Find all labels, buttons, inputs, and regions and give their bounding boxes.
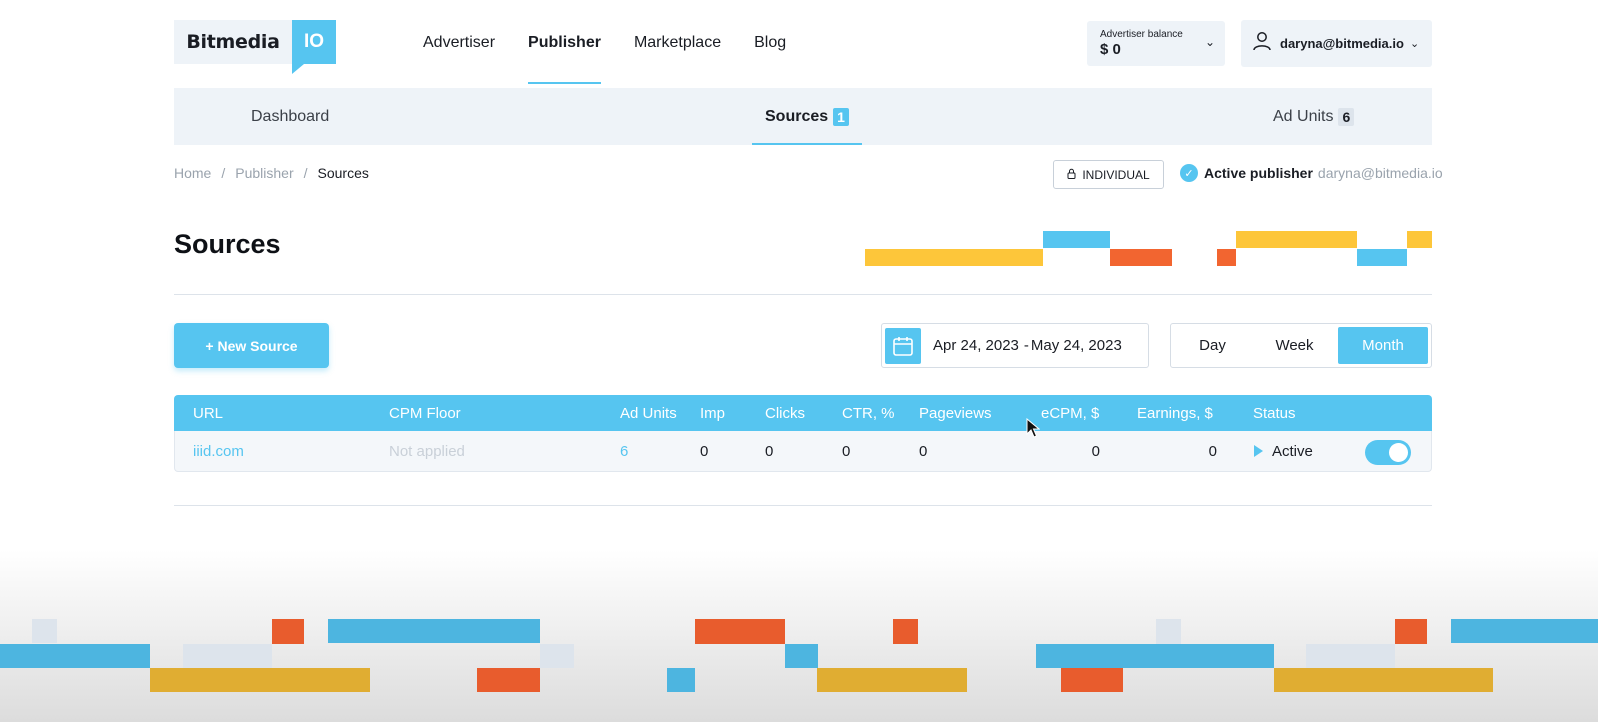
breadcrumb: Home / Publisher / Sources — [174, 165, 369, 181]
toggle-knob — [1389, 443, 1408, 462]
column-header-cpm-floor[interactable]: CPM Floor — [389, 404, 461, 422]
status-cell: Active — [1254, 431, 1313, 471]
mouse-cursor-icon — [1026, 417, 1041, 443]
ad-units-link[interactable]: 6 — [620, 442, 629, 460]
ecpm-value: 0 — [1091, 442, 1100, 460]
tab-dashboard[interactable]: Dashboard — [251, 88, 329, 145]
pageviews-value: 0 — [919, 442, 928, 460]
lock-icon — [1067, 168, 1076, 182]
footer-decoration — [0, 550, 1598, 722]
user-menu[interactable]: daryna@bitmedia.io ⌄ — [1241, 20, 1432, 67]
calendar-icon — [885, 327, 921, 364]
divider — [174, 505, 1432, 506]
earnings-value: 0 — [1208, 442, 1217, 460]
date-range-end: May 24, 2023 — [1030, 337, 1122, 354]
account-type-button[interactable]: INDIVIDUAL — [1053, 160, 1164, 189]
user-email: daryna@bitmedia.io — [1280, 36, 1404, 51]
column-header-ctr[interactable]: CTR, % — [842, 404, 895, 422]
table-header: URL CPM Floor Ad Units Imp Clicks CTR, %… — [174, 395, 1432, 431]
source-url-link[interactable]: iiid.com — [193, 442, 244, 460]
column-header-ecpm[interactable]: eCPM, $ — [1041, 404, 1100, 422]
play-icon — [1254, 445, 1263, 457]
tab-ad-units[interactable]: Ad Units 6 — [1273, 88, 1355, 145]
divider — [174, 294, 1432, 295]
ad-units-count-badge: 6 — [1338, 107, 1355, 126]
column-header-imp[interactable]: Imp — [700, 404, 726, 422]
top-navigation-bar: Bitmedia IO Advertiser Publisher Marketp… — [0, 0, 1598, 88]
check-circle-icon: ✓ — [1180, 164, 1198, 182]
clicks-value: 0 — [765, 442, 774, 460]
period-day-button[interactable]: Day — [1199, 337, 1226, 354]
tab-sources-label: Sources — [765, 107, 829, 125]
column-header-status[interactable]: Status — [1253, 404, 1296, 422]
tab-dashboard-label: Dashboard — [251, 107, 330, 125]
nav-publisher[interactable]: Publisher — [528, 0, 601, 86]
chevron-down-icon: ⌄ — [1409, 38, 1420, 50]
status-value: Active — [1272, 442, 1313, 460]
tab-sources[interactable]: Sources 1 — [752, 88, 862, 145]
status-label: Active publisher — [1204, 165, 1313, 181]
new-source-button[interactable]: + New Source — [174, 323, 329, 368]
nav-marketplace[interactable]: Marketplace — [633, 34, 722, 51]
date-range-separator: - — [1023, 337, 1029, 354]
date-range-picker[interactable]: Apr 24, 2023 - May 24, 2023 — [881, 323, 1149, 368]
page-title: Sources — [174, 229, 281, 259]
breadcrumb-separator: / — [221, 165, 226, 181]
period-week-button[interactable]: Week — [1275, 337, 1314, 354]
tab-ad-units-label: Ad Units — [1273, 107, 1334, 125]
cpm-floor-value: Not applied — [389, 442, 465, 460]
sources-count-badge: 1 — [833, 107, 849, 126]
sources-table: URL CPM Floor Ad Units Imp Clicks CTR, %… — [174, 395, 1432, 472]
nav-blog[interactable]: Blog — [754, 34, 787, 51]
period-selector: Day Week Month — [1170, 323, 1432, 368]
bitmedia-logo[interactable]: Bitmedia IO — [174, 20, 336, 74]
breadcrumb-publisher[interactable]: Publisher — [235, 165, 294, 181]
publisher-subtabs: Dashboard Sources 1 Ad Units 6 — [174, 88, 1432, 145]
column-header-url[interactable]: URL — [193, 404, 224, 422]
ctr-value: 0 — [842, 442, 851, 460]
imp-value: 0 — [700, 442, 709, 460]
period-month-button[interactable]: Month — [1338, 327, 1428, 364]
column-header-earnings[interactable]: Earnings, $ — [1137, 404, 1213, 422]
publisher-status: ✓ Active publisher daryna@bitmedia.io — [1180, 164, 1443, 182]
balance-value: $ 0 — [1100, 41, 1121, 58]
balance-label: Advertiser balance — [1100, 29, 1183, 40]
column-header-ad-units[interactable]: Ad Units — [620, 404, 677, 422]
status-email: daryna@bitmedia.io — [1317, 165, 1443, 181]
nav-advertiser[interactable]: Advertiser — [423, 34, 496, 51]
logo-wordmark: Bitmedia — [174, 20, 292, 64]
breadcrumb-home[interactable]: Home — [174, 165, 212, 181]
advertiser-balance-dropdown[interactable]: Advertiser balance $ 0 ⌄ — [1087, 21, 1225, 66]
account-type-label: INDIVIDUAL — [1082, 167, 1150, 182]
source-active-toggle[interactable] — [1365, 440, 1411, 465]
user-icon — [1252, 31, 1272, 56]
column-header-clicks[interactable]: Clicks — [765, 404, 805, 422]
breadcrumb-current: Sources — [317, 165, 369, 181]
logo-io-badge: IO — [292, 20, 336, 74]
date-range-start: Apr 24, 2023 — [933, 337, 1019, 354]
breadcrumb-separator: / — [303, 165, 308, 181]
table-row: iiid.com Not applied 6 0 0 0 0 0 0 Activ… — [174, 431, 1432, 472]
main-nav: Advertiser Publisher Marketplace Blog — [423, 0, 819, 88]
chevron-down-icon: ⌄ — [1204, 35, 1215, 49]
column-header-pageviews[interactable]: Pageviews — [919, 404, 992, 422]
